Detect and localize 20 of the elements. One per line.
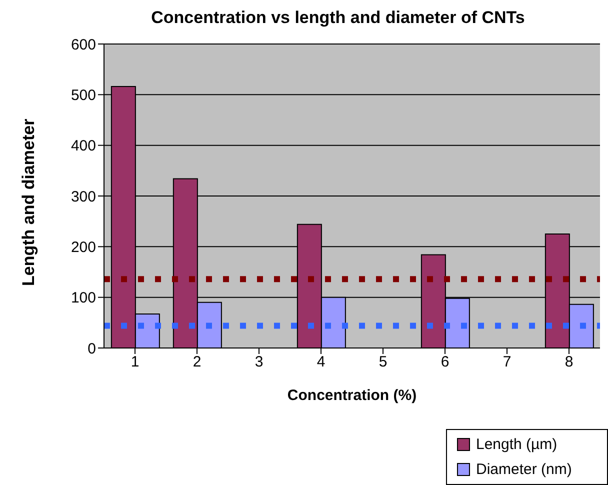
x-tick-label: 6 [440, 354, 450, 371]
x-axis-title: Concentration (%) [287, 387, 417, 404]
legend-label: Length (µm) [476, 436, 558, 453]
x-tick-label: 2 [192, 354, 202, 371]
y-tick-label: 400 [70, 138, 96, 155]
x-tick-label: 7 [502, 354, 512, 371]
x-tick-label: 4 [316, 354, 326, 371]
x-tick-label: 1 [130, 354, 140, 371]
y-tick-label: 300 [70, 188, 96, 206]
x-tick-label: 5 [378, 354, 388, 371]
y-tick-label: 0 [88, 340, 96, 358]
y-tick-label: 100 [70, 290, 96, 307]
y-tick-label: 600 [70, 36, 96, 54]
y-tick-label: 200 [70, 238, 96, 256]
x-tick-label: 3 [254, 354, 264, 371]
x-tick-label: 8 [564, 354, 574, 371]
legend-label: Diameter (nm) [476, 461, 572, 478]
y-tick-label: 500 [70, 86, 96, 104]
chart-title: Concentration vs length and diameter of CNTs [150, 8, 526, 28]
y-axis-title: Length and diameter [19, 118, 38, 286]
